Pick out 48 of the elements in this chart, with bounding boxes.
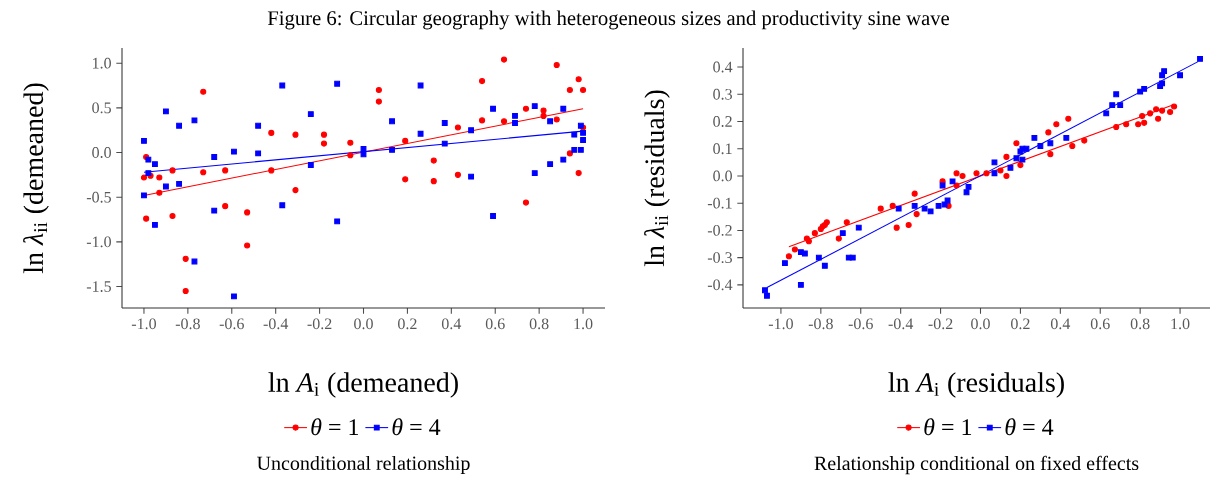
y-axis-title: ln λ$_{ii}$ (residuals) bbox=[644, 90, 670, 267]
y-tick-label: 1.0 bbox=[93, 57, 111, 69]
x-axis-title: ln A$_{i}$ (demeaned) bbox=[268, 372, 458, 398]
x-tick-label: -0.4 bbox=[263, 318, 289, 330]
x-tick-label: -0.2 bbox=[307, 318, 332, 330]
x-tick-label: 0.4 bbox=[1050, 318, 1071, 330]
x-tick-label: -0.4 bbox=[888, 318, 914, 330]
x-tick-label: -0.8 bbox=[175, 318, 200, 330]
x-tick-label: 0.4 bbox=[441, 318, 462, 330]
y-tick-label: -0.4 bbox=[707, 279, 733, 291]
x-tick-label: 0.6 bbox=[485, 318, 505, 330]
x-axis-title: ln A$_{i}$ (residuals) bbox=[888, 372, 1064, 398]
legend-label: θ = 4 bbox=[392, 418, 441, 436]
y-tick-label: -0.2 bbox=[707, 224, 732, 236]
x-tick-label: 0.8 bbox=[529, 318, 549, 330]
x-tick-label: 0.6 bbox=[1090, 318, 1110, 330]
y-tick-label: 0.1 bbox=[713, 143, 732, 155]
y-tick-label: -0.5 bbox=[86, 191, 111, 203]
x-tick-label: 0.2 bbox=[1011, 318, 1030, 330]
x-tick-label: 1.0 bbox=[574, 318, 593, 330]
y-tick-label: -1.5 bbox=[86, 281, 111, 292]
text: Unconditional relationship bbox=[257, 455, 470, 475]
y-tick-label: 0.0 bbox=[92, 147, 111, 158]
y-axis-title: ln λ$_{ii}$ (demeaned) bbox=[23, 83, 49, 274]
x-tick-label: 0.0 bbox=[354, 318, 373, 330]
x-tick-label: -1.0 bbox=[768, 318, 793, 330]
y-tick-label: 0.0 bbox=[713, 170, 732, 182]
x-tick-label: -0.6 bbox=[848, 318, 873, 330]
chart-title: Figure 6: Circular geography with heterogeneous sizes and productivity sine wave bbox=[267, 10, 950, 30]
x-tick-label: -0.8 bbox=[808, 318, 833, 330]
text: Relationship conditional on fixed effects bbox=[814, 455, 1139, 475]
x-tick-label: 1.0 bbox=[1171, 318, 1190, 330]
legend-label: θ = 1 bbox=[311, 418, 359, 436]
x-tick-label: -1.0 bbox=[131, 318, 157, 330]
y-tick-label: -0.1 bbox=[707, 197, 732, 209]
y-tick-label: 0.2 bbox=[713, 116, 732, 127]
x-tick-label: 0.2 bbox=[398, 318, 417, 330]
legend-label: θ = 1 bbox=[924, 418, 972, 436]
x-tick-label: 0.0 bbox=[971, 318, 990, 330]
y-tick-label: -0.3 bbox=[707, 252, 732, 264]
x-tick-label: -0.2 bbox=[928, 318, 953, 330]
y-tick-label: 0.5 bbox=[92, 102, 111, 114]
x-tick-label: -0.6 bbox=[219, 318, 244, 330]
y-tick-label: -1.0 bbox=[86, 236, 111, 248]
x-tick-label: 0.8 bbox=[1130, 318, 1150, 330]
y-tick-label: 0.3 bbox=[713, 88, 732, 100]
legend-label: θ = 4 bbox=[1005, 418, 1054, 436]
y-tick-label: 0.4 bbox=[713, 61, 733, 73]
